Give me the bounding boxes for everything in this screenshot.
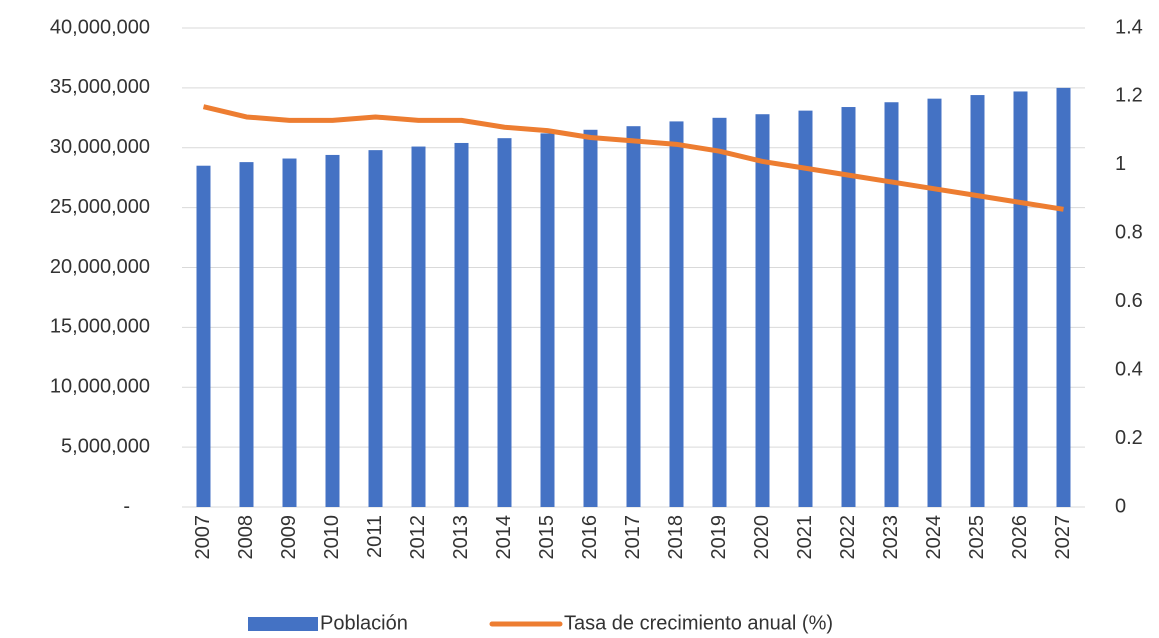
bar (325, 154, 340, 507)
y2-tick-label: 0.4 (1115, 358, 1143, 380)
bar (454, 142, 469, 507)
bar (755, 114, 770, 507)
x-tick-label: 2019 (708, 515, 730, 560)
x-tick-label: 2020 (751, 515, 773, 560)
line (202, 104, 1064, 212)
x-tick-label: 2021 (794, 515, 816, 560)
x-tick-label: 2026 (1009, 515, 1031, 560)
y-tick-label: 5,000,000 (61, 435, 150, 457)
x-tick-label: 2008 (235, 515, 257, 560)
x-tick-label: 2011 (364, 515, 386, 558)
x-tick-label: 2013 (450, 515, 472, 560)
bar (884, 102, 899, 508)
bar (282, 158, 297, 507)
bar (1056, 87, 1071, 507)
y2-tick-label: 1 (1115, 153, 1126, 175)
x-tick-label: 2007 (192, 515, 214, 560)
bar (540, 133, 555, 507)
x-tick-label: 2010 (321, 515, 343, 560)
y-tick-label: 15,000,000 (50, 316, 150, 338)
legend-swatch (248, 617, 318, 631)
bar (798, 110, 813, 507)
bar (927, 98, 942, 507)
x-tick-label: 2012 (407, 515, 429, 560)
x-tick-label: 2018 (665, 515, 687, 560)
bar (239, 162, 254, 507)
y-tick-label: 40,000,000 (50, 16, 150, 38)
bar (841, 107, 856, 507)
bar (583, 129, 598, 507)
x-tick-label: 2016 (579, 515, 601, 560)
y-tick-label: 20,000,000 (50, 256, 150, 278)
bar (669, 121, 684, 507)
bar (1013, 91, 1028, 507)
bar (970, 95, 985, 507)
bar (497, 138, 512, 508)
bar (368, 150, 383, 507)
y-tick-label: - (123, 495, 130, 517)
x-tick-label: 2024 (923, 515, 945, 560)
bar (196, 165, 211, 507)
bar (411, 146, 426, 508)
y2-tick-label: 1.4 (1115, 16, 1143, 38)
x-tick-label: 2017 (622, 515, 644, 560)
x-tick-label: 2009 (278, 515, 300, 560)
y-tick-label: 35,000,000 (50, 76, 150, 98)
y2-tick-label: 0.8 (1115, 222, 1143, 244)
y2-tick-label: 0.2 (1115, 427, 1143, 449)
x-tick-label: 2025 (966, 515, 988, 560)
x-tick-label: 2015 (536, 515, 558, 560)
legend-label: Tasa de crecimiento anual (%) (564, 612, 833, 634)
x-tick-label: 2022 (837, 515, 859, 560)
y-tick-label: 10,000,000 (50, 376, 150, 398)
y-tick-label: 25,000,000 (50, 196, 150, 218)
y2-tick-label: 0.6 (1115, 290, 1143, 312)
bar (626, 126, 641, 507)
bar (712, 117, 727, 507)
y2-tick-label: 0 (1115, 495, 1126, 517)
x-tick-label: 2014 (493, 515, 515, 560)
x-tick-label: 2027 (1052, 515, 1074, 560)
x-tick-label: 2023 (880, 515, 902, 560)
legend-label: Población (320, 612, 408, 634)
y-tick-label: 30,000,000 (50, 136, 150, 158)
y2-tick-label: 1.2 (1115, 85, 1143, 107)
